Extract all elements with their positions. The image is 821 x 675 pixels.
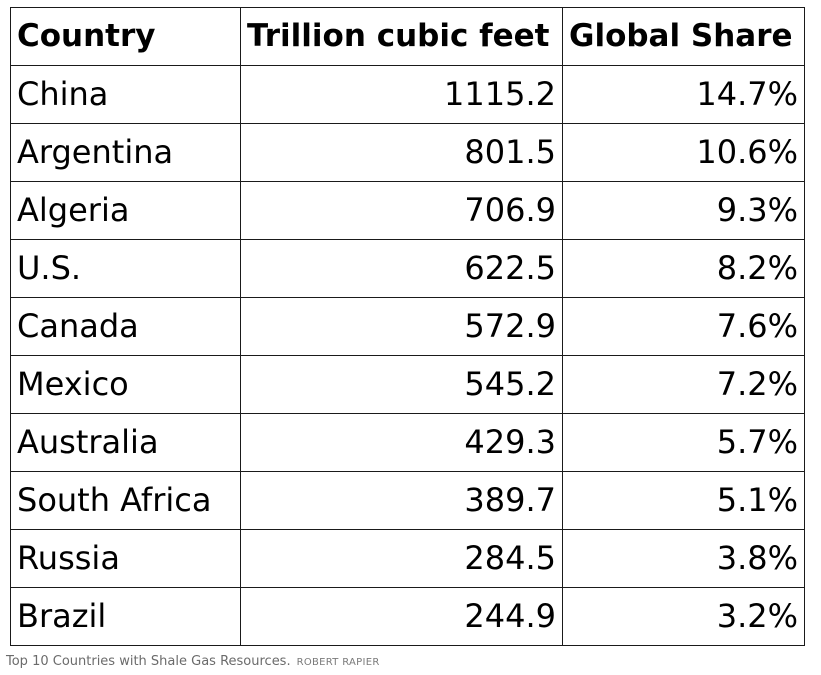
cell-country: China — [10, 65, 241, 124]
cell-global-share: 8.2% — [562, 239, 805, 298]
cell-country: South Africa — [10, 471, 241, 530]
cell-global-share: 9.3% — [562, 181, 805, 240]
table-body: China 1115.2 14.7% Argentina 801.5 10.6% Alger… — [10, 65, 805, 646]
header-country: Country — [10, 7, 241, 66]
cell-trillion-cubic-feet: 622.5 — [240, 239, 563, 298]
cell-global-share: 5.7% — [562, 413, 805, 472]
table-row: Canada 572.9 7.6% — [10, 297, 805, 356]
table-row: U.S. 622.5 8.2% — [10, 239, 805, 298]
cell-country: Brazil — [10, 587, 241, 646]
table-row: South Africa 389.7 5.1% — [10, 471, 805, 530]
caption-text: Top 10 Countries with Shale Gas Resource… — [6, 654, 291, 669]
cell-trillion-cubic-feet: 801.5 — [240, 123, 563, 182]
cell-global-share: 14.7% — [562, 65, 805, 124]
table-row: Algeria 706.9 9.3% — [10, 181, 805, 240]
caption-credit: ROBERT RAPIER — [296, 657, 380, 668]
header-row: Country Trillion cubic feet Global Share — [10, 7, 805, 66]
cell-global-share: 3.8% — [562, 529, 805, 588]
table-row: Australia 429.3 5.7% — [10, 413, 805, 472]
cell-global-share: 3.2% — [562, 587, 805, 646]
table-header: Country Trillion cubic feet Global Share — [10, 7, 805, 66]
table-row: China 1115.2 14.7% — [10, 65, 805, 124]
cell-country: Russia — [10, 529, 241, 588]
figure-caption: Top 10 Countries with Shale Gas Resource… — [6, 654, 380, 669]
table-row: Russia 284.5 3.8% — [10, 529, 805, 588]
cell-trillion-cubic-feet: 429.3 — [240, 413, 563, 472]
cell-trillion-cubic-feet: 1115.2 — [240, 65, 563, 124]
cell-trillion-cubic-feet: 389.7 — [240, 471, 563, 530]
cell-trillion-cubic-feet: 706.9 — [240, 181, 563, 240]
cell-country: Algeria — [10, 181, 241, 240]
header-trillion-cubic-feet: Trillion cubic feet — [240, 7, 563, 66]
shale-gas-table: Country Trillion cubic feet Global Share… — [10, 7, 805, 646]
cell-global-share: 5.1% — [562, 471, 805, 530]
cell-trillion-cubic-feet: 572.9 — [240, 297, 563, 356]
cell-country: Argentina — [10, 123, 241, 182]
shale-gas-table-container: Country Trillion cubic feet Global Share… — [10, 7, 805, 646]
cell-country: Mexico — [10, 355, 241, 414]
cell-trillion-cubic-feet: 284.5 — [240, 529, 563, 588]
header-global-share: Global Share — [562, 7, 805, 66]
cell-trillion-cubic-feet: 545.2 — [240, 355, 563, 414]
table-row: Argentina 801.5 10.6% — [10, 123, 805, 182]
cell-global-share: 7.2% — [562, 355, 805, 414]
cell-country: U.S. — [10, 239, 241, 298]
table-row: Brazil 244.9 3.2% — [10, 587, 805, 646]
table-row: Mexico 545.2 7.2% — [10, 355, 805, 414]
cell-country: Canada — [10, 297, 241, 356]
cell-country: Australia — [10, 413, 241, 472]
cell-global-share: 10.6% — [562, 123, 805, 182]
cell-global-share: 7.6% — [562, 297, 805, 356]
cell-trillion-cubic-feet: 244.9 — [240, 587, 563, 646]
